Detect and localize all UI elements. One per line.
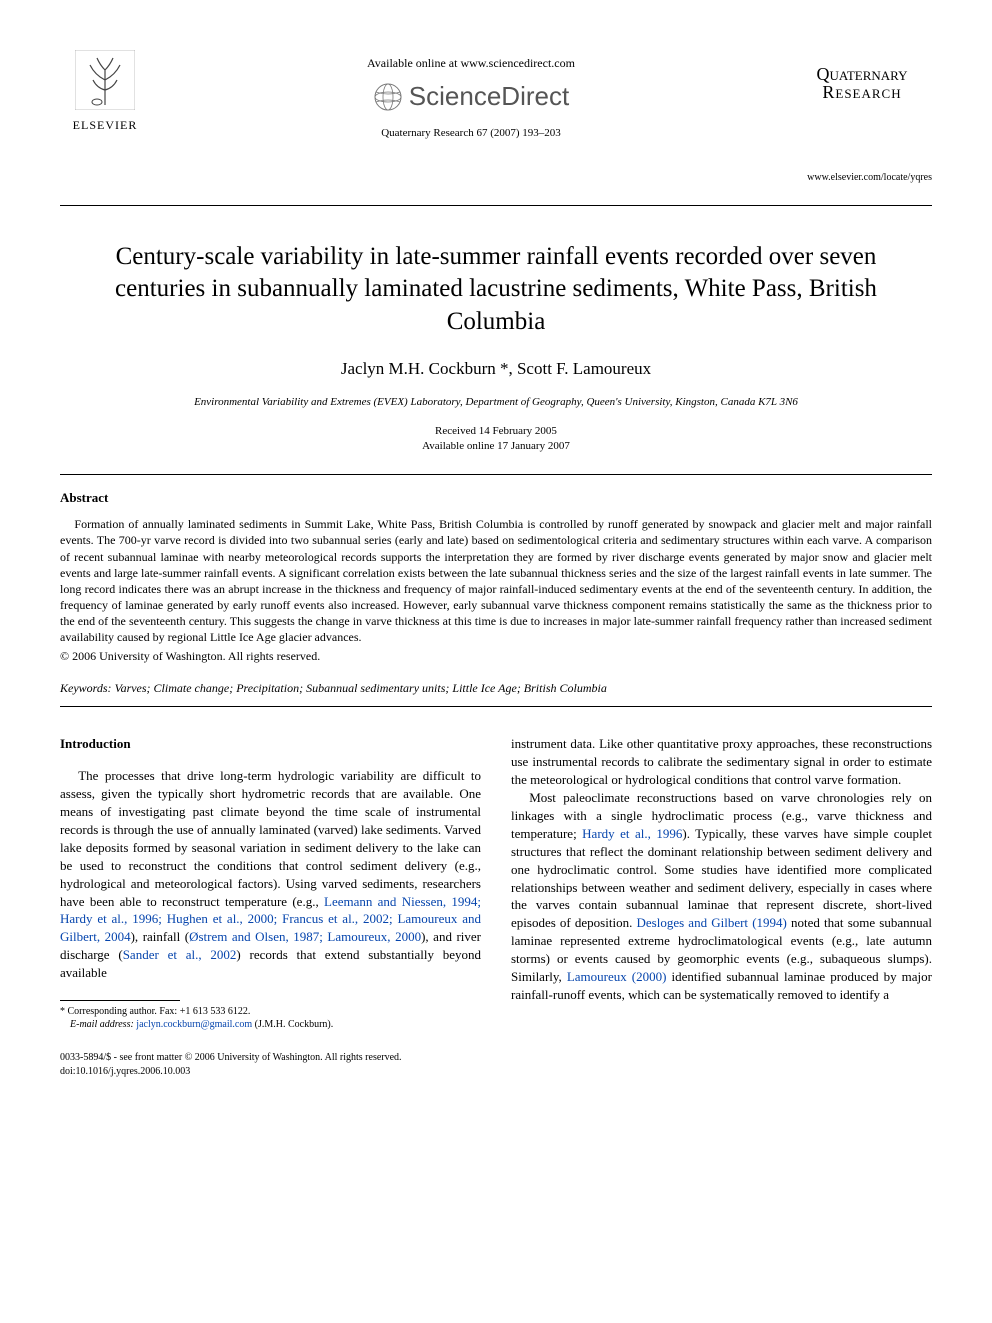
column-right: instrument data. Like other quantitative…: [511, 735, 932, 1031]
journal-logo-line2: Research: [822, 82, 901, 102]
abstract-text: Formation of annually laminated sediment…: [60, 516, 932, 646]
sciencedirect-name: ScienceDirect: [409, 79, 569, 114]
header-rule: [60, 205, 932, 206]
journal-logo-line1: Quaternary: [816, 64, 907, 84]
ref-ostrem-group[interactable]: Østrem and Olsen, 1987; Lamoureux, 2000: [189, 929, 421, 944]
intro-paragraph-1: The processes that drive long-term hydro…: [60, 767, 481, 982]
ref-sander[interactable]: Sander et al., 2002: [123, 947, 237, 962]
journal-logo-text: Quaternary Research: [792, 65, 932, 101]
keywords-line: Keywords: Varves; Climate change; Precip…: [60, 680, 932, 696]
abstract-copyright: © 2006 University of Washington. All rig…: [60, 648, 932, 664]
article-authors: Jaclyn M.H. Cockburn *, Scott F. Lamoure…: [60, 358, 932, 381]
doi-line: doi:10.1016/j.yqres.2006.10.003: [60, 1065, 932, 1079]
post-abstract-rule: [60, 706, 932, 707]
date-received: Received 14 February 2005: [435, 425, 557, 437]
footnote-separator: [60, 1000, 180, 1001]
publisher-name: ELSEVIER: [60, 117, 150, 133]
date-online: Available online 17 January 2007: [422, 440, 570, 452]
intro-paragraph-2: Most paleoclimate reconstructions based …: [511, 789, 932, 1004]
keywords-label: Keywords:: [60, 681, 112, 695]
footnote-email-who: (J.M.H. Cockburn).: [255, 1019, 334, 1030]
footnote-email-link[interactable]: jaclyn.cockburn@gmail.com: [136, 1019, 252, 1030]
introduction-heading: Introduction: [60, 735, 481, 753]
article-affiliation: Environmental Variability and Extremes (…: [60, 395, 932, 410]
corresponding-author-footnote: * Corresponding author. Fax: +1 613 533 …: [60, 1005, 481, 1031]
keywords-text: Varves; Climate change; Precipitation; S…: [115, 681, 607, 695]
ref-hardy-1996[interactable]: Hardy et al., 1996: [582, 826, 682, 841]
elsevier-tree-icon: [75, 50, 135, 110]
bottom-info: 0033-5894/$ - see front matter © 2006 Un…: [60, 1051, 932, 1078]
pre-abstract-rule: [60, 474, 932, 475]
ref-desloges-gilbert[interactable]: Desloges and Gilbert (1994): [636, 915, 786, 930]
journal-url: www.elsevier.com/locate/yqres: [60, 171, 932, 185]
publisher-logo-block: ELSEVIER: [60, 50, 150, 133]
ref-lamoureux-2000[interactable]: Lamoureux (2000): [567, 969, 667, 984]
article-title: Century-scale variability in late-summer…: [90, 241, 902, 339]
abstract-heading: Abstract: [60, 489, 932, 507]
footnote-email-line: E-mail address: jaclyn.cockburn@gmail.co…: [60, 1018, 481, 1031]
journal-logo-block: Quaternary Research: [792, 50, 932, 101]
available-online-text: Available online at www.sciencedirect.co…: [150, 55, 792, 71]
front-matter-line: 0033-5894/$ - see front matter © 2006 Un…: [60, 1051, 932, 1065]
p1-text-b: ), rainfall (: [131, 929, 189, 944]
body-columns: Introduction The processes that drive lo…: [60, 735, 932, 1031]
column-left: Introduction The processes that drive lo…: [60, 735, 481, 1031]
sciencedirect-globe-icon: [373, 82, 403, 112]
intro-paragraph-1-cont: instrument data. Like other quantitative…: [511, 735, 932, 789]
footnote-corr: * Corresponding author. Fax: +1 613 533 …: [60, 1005, 481, 1018]
paper-header: ELSEVIER Available online at www.science…: [60, 50, 932, 141]
abstract-block: Abstract Formation of annually laminated…: [60, 489, 932, 696]
p1-text-a: The processes that drive long-term hydro…: [60, 768, 481, 909]
article-dates: Received 14 February 2005 Available onli…: [60, 424, 932, 454]
sciencedirect-logo: ScienceDirect: [150, 79, 792, 114]
footnote-email-label: E-mail address:: [70, 1019, 134, 1030]
journal-citation: Quaternary Research 67 (2007) 193–203: [150, 126, 792, 141]
header-center: Available online at www.sciencedirect.co…: [150, 50, 792, 141]
